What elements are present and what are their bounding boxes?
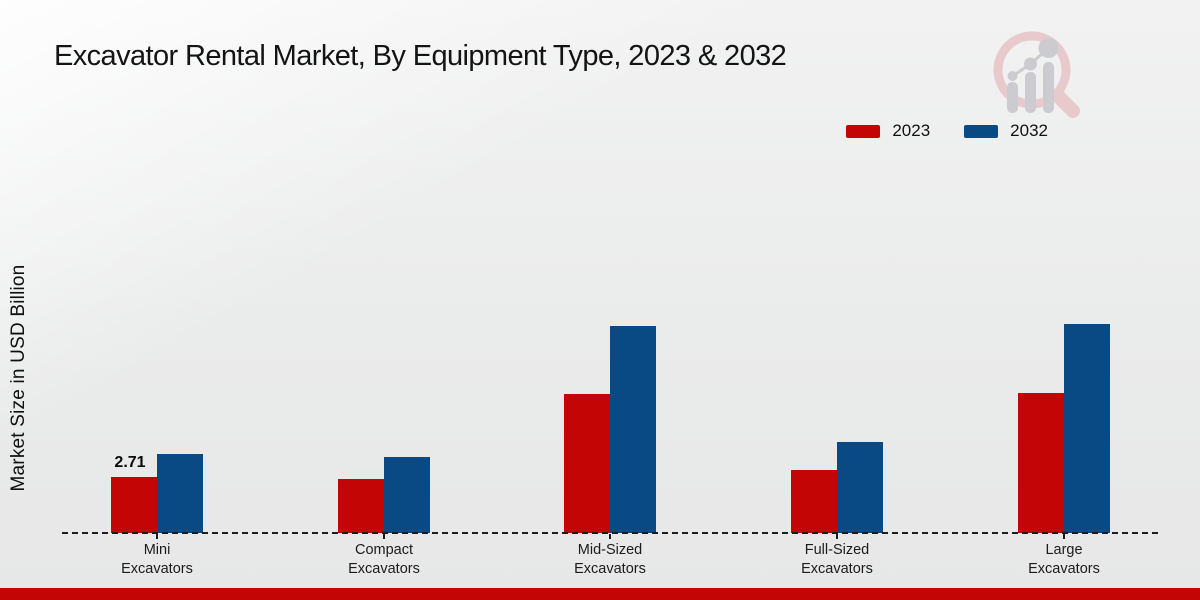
growth-bars-icon (1007, 38, 1059, 113)
bar-2032-mini-excavators (157, 454, 203, 533)
x-axis-tick (836, 534, 838, 539)
y-axis-label: Market Size in USD Billion (8, 264, 29, 492)
bar-2023-compact-excavators (338, 479, 384, 533)
legend-swatch-2032 (964, 124, 999, 138)
bar-2023-mini-excavators (111, 477, 157, 533)
x-tick-label-mid-sized-excavators: Mid-Sized Excavators (574, 542, 646, 577)
x-tick-label-mini-excavators: Mini Excavators (121, 542, 193, 577)
chart-title: Excavator Rental Market, By Equipment Ty… (54, 40, 787, 72)
x-axis-tick (609, 534, 611, 539)
bar-2032-compact-excavators (384, 457, 430, 533)
x-tick-label-full-sized-excavators: Full-Sized Excavators (801, 542, 873, 577)
bar-2023-mid-sized-excavators (564, 394, 610, 533)
legend-item-2032: 2032 (964, 121, 1048, 141)
bar-2023-large-excavators (1018, 393, 1064, 533)
zero-baseline (62, 532, 1158, 534)
footer-accent-strip (0, 588, 1200, 600)
bar-2032-mid-sized-excavators (610, 326, 656, 533)
bar-2023-full-sized-excavators (791, 470, 837, 533)
legend-label: 2023 (892, 121, 931, 140)
x-axis-tick (1063, 534, 1065, 539)
x-axis-tick (156, 534, 158, 539)
x-tick-label-large-excavators: Large Excavators (1028, 542, 1100, 577)
legend-swatch-2023 (846, 124, 881, 138)
x-axis-tick (383, 534, 385, 539)
legend: 2023 2032 (846, 121, 1048, 141)
x-tick-label-compact-excavators: Compact Excavators (348, 542, 420, 577)
legend-item-2023: 2023 (846, 121, 930, 141)
legend-label: 2032 (1010, 121, 1048, 140)
bar-value-label: 2.71 (114, 454, 146, 471)
magnifier-bar-chart-logo (993, 31, 1080, 118)
bar-2032-full-sized-excavators (837, 442, 883, 533)
magnifier-handle-icon (1051, 89, 1080, 118)
bar-2032-large-excavators (1064, 324, 1110, 533)
